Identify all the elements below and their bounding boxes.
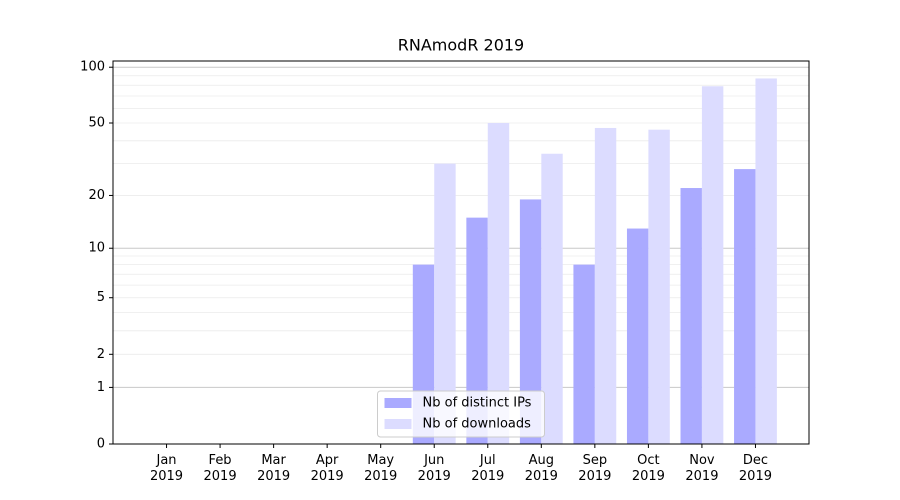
x-tick-label: May 2019	[364, 453, 398, 484]
y-tick-label: 100	[80, 60, 105, 75]
y-tick-label: 50	[88, 116, 105, 131]
y-tick-label: 0	[97, 437, 105, 452]
x-tick-label: Aug 2019	[524, 453, 558, 484]
legend-swatch	[384, 419, 412, 429]
legend: Nb of distinct IPs Nb of downloads	[377, 390, 545, 438]
x-tick-label: Jan 2019	[149, 453, 184, 484]
bar	[541, 153, 563, 445]
bar	[626, 228, 649, 444]
legend-frame	[377, 390, 545, 438]
x-tick-label: Jul 2019	[471, 453, 505, 484]
plot-frame	[112, 60, 810, 445]
y-tick-label: 2	[97, 347, 105, 362]
x-tick-label: Dec 2019	[738, 453, 772, 484]
bar	[434, 163, 456, 444]
x-tick-label: Sep 2019	[578, 453, 612, 484]
bar	[680, 188, 702, 444]
x-tick-label: Oct 2019	[631, 453, 665, 484]
bar	[466, 217, 488, 444]
legend-label: Nb of downloads	[423, 417, 532, 432]
y-tick-label: 10	[88, 241, 105, 256]
bar	[648, 129, 670, 444]
x-tick-label: Jun 2019	[417, 453, 451, 484]
grid	[113, 66, 809, 388]
bar	[519, 199, 542, 444]
legend-label: Nb of distinct IPs	[423, 396, 532, 411]
bar	[701, 86, 724, 445]
x-tick-label: Apr 2019	[310, 453, 344, 484]
legend-swatch	[384, 398, 412, 408]
x-tick-label: Feb 2019	[203, 453, 237, 484]
bar	[734, 169, 756, 444]
x-tick-label: Nov 2019	[685, 453, 719, 484]
y-tick-label: 1	[97, 380, 105, 395]
chart-title: RNAmodR 2019	[398, 36, 524, 55]
y-tick-label: 20	[88, 188, 105, 203]
bar	[487, 123, 510, 444]
y-tick-label: 5	[97, 290, 105, 305]
x-tick-label: Mar 2019	[257, 453, 291, 484]
bar	[594, 127, 617, 444]
bar	[755, 78, 777, 444]
bar	[573, 264, 595, 444]
